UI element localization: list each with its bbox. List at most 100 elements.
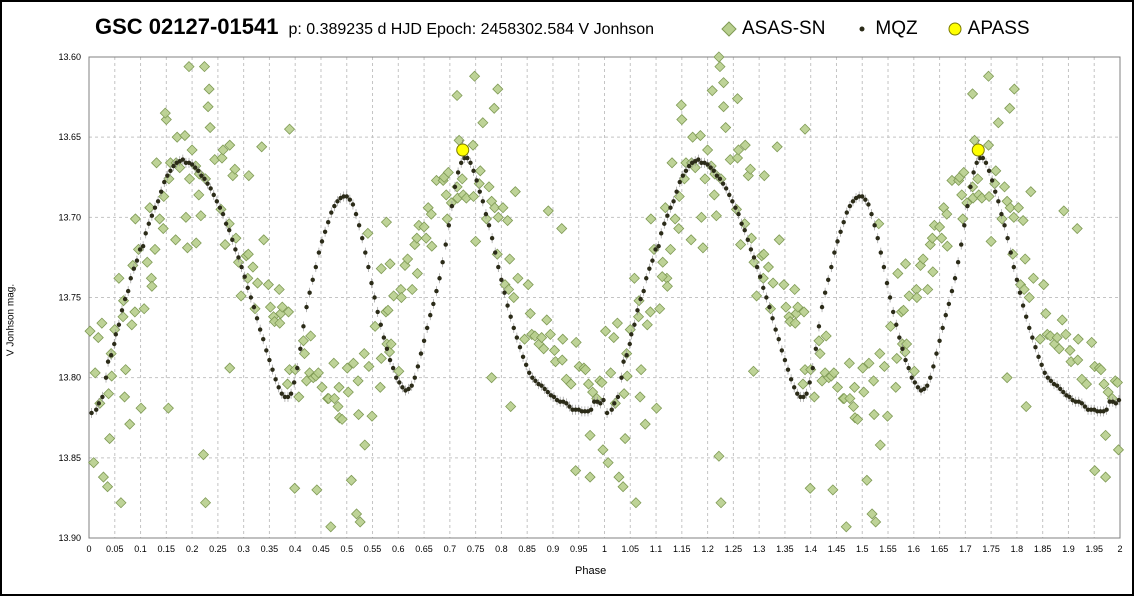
mqz-point	[400, 385, 405, 390]
mqz-point	[449, 203, 455, 209]
mqz-point	[993, 189, 998, 194]
mqz-point	[208, 186, 213, 191]
asas-sn-point	[1064, 344, 1076, 356]
mqz-point	[514, 335, 520, 340]
asas-sn-point	[1001, 372, 1013, 384]
legend-item-asas-sn: ASAS-SN	[720, 18, 825, 40]
mqz-point	[171, 163, 176, 169]
mqz-point	[282, 394, 288, 400]
mqz-point	[989, 178, 995, 183]
asas-sn-point	[524, 307, 536, 320]
mqz-point	[205, 181, 210, 186]
x-axis-label: Phase	[575, 565, 607, 577]
mqz-point	[906, 365, 911, 371]
asas-sn-point	[382, 304, 394, 316]
asas-sn-point	[369, 320, 381, 332]
asas-sn-point	[183, 173, 196, 185]
asas-sn-point	[714, 61, 726, 73]
asas-sn-point	[375, 352, 387, 364]
mqz-point	[415, 364, 421, 369]
mqz-point	[285, 394, 291, 400]
asas-sn-point	[274, 317, 286, 329]
tick-labels: 0 0.05 0.1 0.15 0.2 0.25 0.3 0.35 0.4 0.45 0.5 0.55…	[58, 52, 1122, 554]
mqz-point	[381, 335, 387, 340]
asas-sn-point	[797, 378, 809, 390]
mqz-point	[418, 351, 424, 356]
mqz-point	[629, 332, 634, 337]
mqz-point	[801, 394, 806, 400]
asas-sn-point	[744, 163, 756, 175]
asas-sn-point	[899, 258, 912, 270]
mqz-point	[591, 399, 597, 404]
asas-sn-point	[814, 348, 826, 360]
mqz-point	[483, 211, 489, 217]
asas-sn-point	[878, 360, 890, 373]
asas-sn-point	[243, 170, 255, 182]
asas-sn-point	[751, 290, 763, 302]
mqz-point	[931, 364, 936, 369]
asas-sn-point	[512, 272, 524, 284]
mqz-point	[94, 407, 99, 412]
asas-sn-point	[861, 474, 873, 486]
asas-sn-point	[235, 290, 247, 302]
mqz-point	[872, 223, 877, 228]
mqz-point	[1030, 335, 1035, 340]
x-tick-label: 1.95	[1085, 544, 1103, 554]
mqz-point	[632, 322, 637, 327]
mqz-point	[921, 386, 927, 392]
asas-sn-point	[565, 378, 577, 390]
asas-sn-point	[181, 242, 194, 254]
x-tick-label: 0.4	[289, 544, 302, 554]
legend-label: APASS	[967, 18, 1030, 39]
asas-sn-point	[848, 381, 861, 393]
mqz-point	[276, 385, 281, 390]
asas-sn-point	[874, 439, 886, 451]
mqz-point	[307, 290, 312, 295]
asas-sn-point	[720, 121, 732, 134]
mqz-point	[220, 211, 226, 217]
asas-sn-point	[411, 267, 423, 280]
asas-sn-point	[273, 283, 285, 296]
x-tick-label: 1.6	[908, 544, 921, 554]
asas-sn-point	[1058, 205, 1070, 217]
asas-sn-point	[1095, 364, 1107, 376]
asas-sn-point	[840, 521, 852, 533]
x-tick-label: 0.75	[467, 544, 485, 554]
asas-sn-point	[804, 482, 816, 494]
mqz-point	[486, 223, 492, 228]
mqz-point	[465, 155, 470, 161]
mqz-point	[502, 290, 507, 295]
mqz-point	[579, 409, 585, 414]
asas-sn-point	[281, 378, 294, 390]
mqz-point	[662, 221, 667, 226]
asas-sn-point	[124, 418, 136, 430]
mqz-point	[770, 316, 775, 321]
mqz-point	[100, 394, 105, 400]
chart-subtitle: p: 0.389235 d HJD Epoch: 2458302.584 V J…	[288, 21, 655, 38]
mqz-point	[1036, 354, 1041, 360]
asas-sn-point	[311, 484, 323, 496]
mqz-point	[863, 197, 868, 202]
x-tick-label: 0.95	[570, 544, 588, 554]
mqz-point	[798, 394, 803, 400]
mqz-point	[974, 160, 979, 166]
asas-sn-point	[171, 131, 183, 143]
mqz-point	[612, 401, 617, 406]
mqz-point	[1082, 404, 1088, 409]
asas-sn-point	[451, 89, 463, 102]
mqz-point	[601, 397, 606, 403]
mqz-point	[909, 375, 914, 380]
asas-sn-point	[702, 144, 714, 156]
mqz-point	[1008, 250, 1013, 255]
asas-sn-point	[735, 239, 747, 251]
chart-legend: ASAS-SN MQZ APASS	[720, 18, 1058, 40]
asas-sn-point	[557, 333, 569, 345]
mqz-point	[192, 165, 198, 170]
asas-sn-point	[505, 400, 517, 413]
mqz-point	[856, 194, 862, 199]
asas-sn-point	[762, 261, 774, 273]
asas-sn-point	[117, 311, 129, 323]
mqz-point	[261, 336, 266, 342]
x-tick-label: 1.15	[673, 544, 691, 554]
asas-sn-point	[645, 213, 657, 225]
